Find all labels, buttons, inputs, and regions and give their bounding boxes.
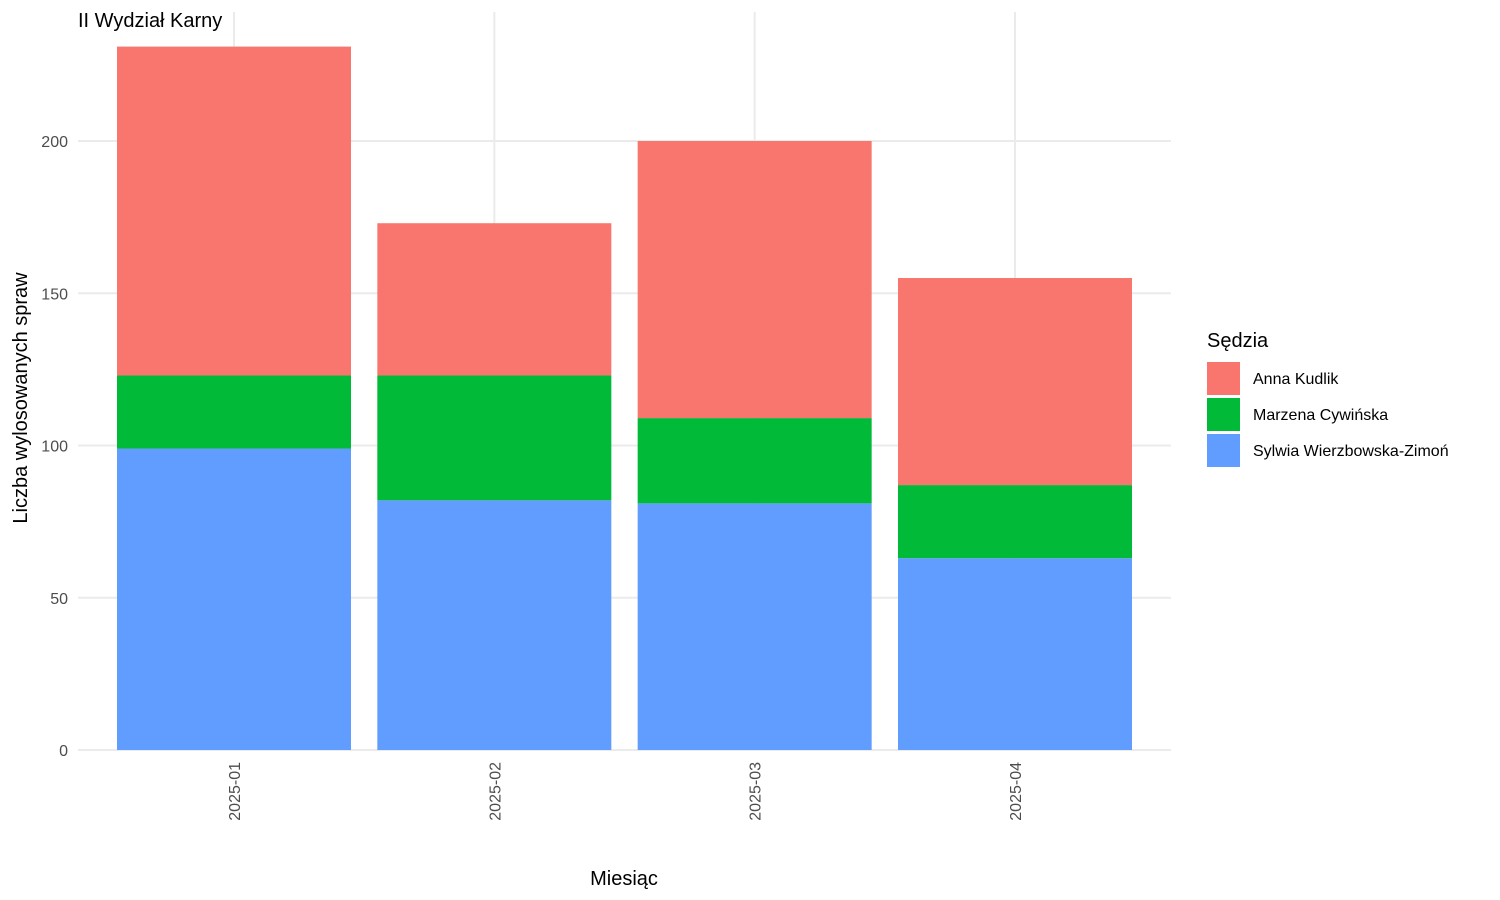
legend-key: [1207, 398, 1240, 431]
legend-key: [1207, 434, 1240, 467]
bar-segment: [637, 418, 872, 504]
bar-segment: [897, 485, 1132, 559]
x-tick-label: 2025-04: [1008, 762, 1025, 821]
y-tick-label: 100: [41, 439, 68, 456]
bar-segment: [377, 223, 612, 376]
legend-label: Anna Kudlik: [1253, 371, 1339, 388]
bars: [117, 46, 1132, 750]
bar-segment: [377, 500, 612, 750]
bar-segment: [897, 278, 1132, 486]
bar-segment: [117, 448, 351, 750]
x-axis: 2025-01 2025-02 2025-03 2025-04: [227, 762, 1025, 821]
legend-label: Marzena Cywińska: [1253, 407, 1388, 424]
y-tick-label: 50: [50, 591, 68, 608]
legend-key: [1207, 362, 1240, 395]
bar-segment: [117, 375, 351, 449]
bar-segment: [377, 375, 612, 501]
x-tick-label: 2025-01: [227, 762, 244, 821]
y-tick-label: 0: [59, 743, 68, 760]
x-tick-label: 2025-03: [748, 762, 765, 821]
y-axis: 0 50 100 150 200: [41, 134, 68, 760]
legend-title: Sędzia: [1207, 330, 1269, 352]
bar-segment: [637, 503, 872, 750]
bar-segment: [897, 558, 1132, 750]
x-axis-title: Miesiąc: [590, 868, 658, 890]
y-axis-title: Liczba wylosowanych spraw: [10, 272, 32, 524]
x-tick-label: 2025-02: [487, 762, 504, 821]
y-tick-label: 200: [41, 134, 68, 151]
chart-title: II Wydział Karny: [78, 10, 222, 32]
bar-segment: [637, 141, 872, 419]
legend-label: Sylwia Wierzbowska-Zimoń: [1253, 443, 1449, 460]
bar-segment: [117, 46, 351, 376]
y-tick-label: 150: [41, 286, 68, 303]
legend: Sędzia Anna Kudlik Marzena Cywińska Sylwia…: [1207, 330, 1449, 467]
